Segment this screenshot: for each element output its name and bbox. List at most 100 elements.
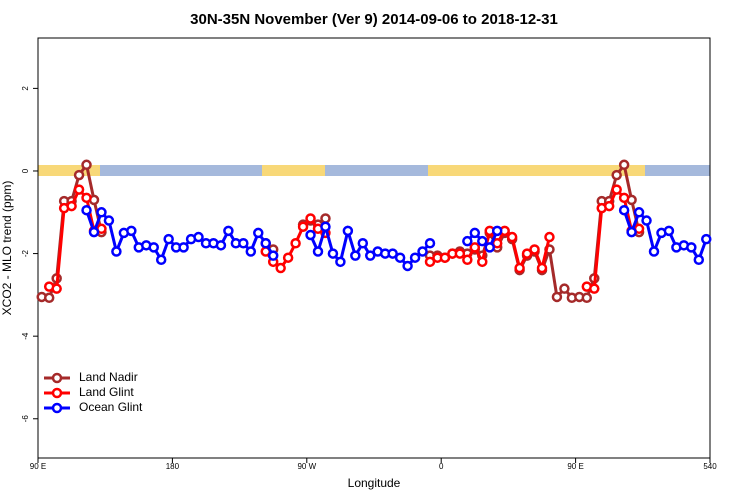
data-point	[394, 252, 406, 263]
data-point	[626, 226, 637, 238]
data-point	[611, 169, 622, 181]
data-point	[163, 233, 174, 245]
y-tick-label: 0	[21, 168, 30, 173]
land-band	[428, 165, 645, 176]
y-tick-label: 2	[21, 86, 30, 91]
land-band	[262, 165, 325, 176]
data-point	[297, 221, 309, 232]
data-point	[275, 262, 286, 274]
data-point	[581, 292, 593, 304]
data-point	[387, 248, 398, 259]
data-point	[43, 292, 55, 304]
data-point	[357, 238, 369, 249]
data-point	[648, 246, 660, 257]
data-point	[409, 252, 421, 263]
data-point	[701, 233, 712, 245]
legend-label: Ocean Glint	[79, 400, 143, 414]
legend-label: Land Nadir	[79, 370, 138, 384]
ocean-band	[38, 165, 710, 176]
data-point	[51, 283, 62, 294]
legend-label: Land Glint	[79, 385, 134, 399]
data-point	[633, 207, 645, 218]
y-tick-label: -2	[21, 249, 30, 257]
land-band	[38, 165, 100, 176]
data-point	[81, 159, 92, 171]
data-point	[462, 254, 473, 266]
data-point	[618, 159, 630, 171]
data-point	[178, 242, 189, 253]
data-point	[193, 231, 204, 243]
data-point	[506, 231, 518, 243]
data-point	[611, 184, 622, 195]
data-point	[320, 221, 331, 232]
x-tick-label: 90 E	[30, 462, 46, 471]
y-axis-label: XCO2 - MLO trend (ppm)	[0, 181, 14, 316]
data-point	[454, 248, 466, 259]
data-point	[402, 260, 413, 272]
data-point	[551, 291, 563, 303]
data-point	[469, 227, 481, 239]
data-point	[305, 229, 316, 241]
data-point	[618, 192, 630, 204]
data-point	[148, 242, 159, 253]
data-point	[103, 215, 115, 226]
data-point	[439, 252, 451, 263]
data-point	[484, 242, 495, 253]
data-point	[282, 252, 294, 263]
data-point	[81, 204, 92, 216]
data-point	[305, 213, 316, 224]
data-point	[529, 244, 540, 255]
data-point	[641, 215, 652, 226]
y-tick-label: -6	[21, 415, 30, 423]
data-point	[477, 256, 488, 268]
legend-marker	[51, 372, 63, 384]
data-point	[88, 226, 100, 238]
data-point	[521, 248, 533, 259]
data-point	[589, 283, 600, 294]
x-tick-label: 90 W	[297, 462, 316, 471]
chart-title: 30N-35N November (Ver 9) 2014-09-06 to 2…	[190, 11, 558, 28]
legend-marker	[51, 402, 63, 414]
data-point	[81, 192, 92, 204]
legend-marker	[51, 387, 63, 399]
x-tick-label: 90 E	[567, 462, 583, 471]
data-point	[514, 262, 525, 274]
data-point	[73, 184, 85, 195]
data-point	[290, 238, 301, 249]
data-point	[73, 169, 85, 181]
data-point	[66, 200, 77, 212]
data-point	[544, 231, 555, 243]
data-point	[365, 250, 376, 261]
x-tick-label: 540	[703, 462, 717, 471]
data-point	[96, 207, 107, 218]
data-point	[245, 246, 257, 257]
data-point	[327, 248, 339, 259]
data-point	[320, 213, 331, 224]
x-tick-label: 0	[439, 462, 444, 471]
data-point	[342, 225, 354, 237]
data-point	[215, 240, 227, 251]
data-point	[126, 225, 137, 237]
y-tick-label: -4	[21, 332, 30, 340]
data-point	[335, 256, 346, 268]
data-point	[603, 200, 615, 212]
data-point	[155, 254, 167, 266]
land-mask	[38, 165, 710, 176]
data-point	[424, 238, 436, 249]
data-point	[618, 204, 630, 216]
data-point	[491, 225, 503, 237]
data-point	[350, 250, 361, 261]
plot-frame	[37, 37, 711, 459]
data-point	[253, 227, 264, 239]
data-point	[312, 246, 324, 257]
x-axis-label: Longitude	[348, 476, 401, 490]
data-point	[536, 262, 548, 274]
data-point	[663, 225, 675, 237]
data-point	[417, 246, 428, 257]
data-point	[559, 283, 570, 294]
x-tick-label: 180	[166, 462, 180, 471]
data-point	[462, 235, 473, 247]
data-point	[424, 256, 436, 268]
data-point	[238, 238, 249, 249]
